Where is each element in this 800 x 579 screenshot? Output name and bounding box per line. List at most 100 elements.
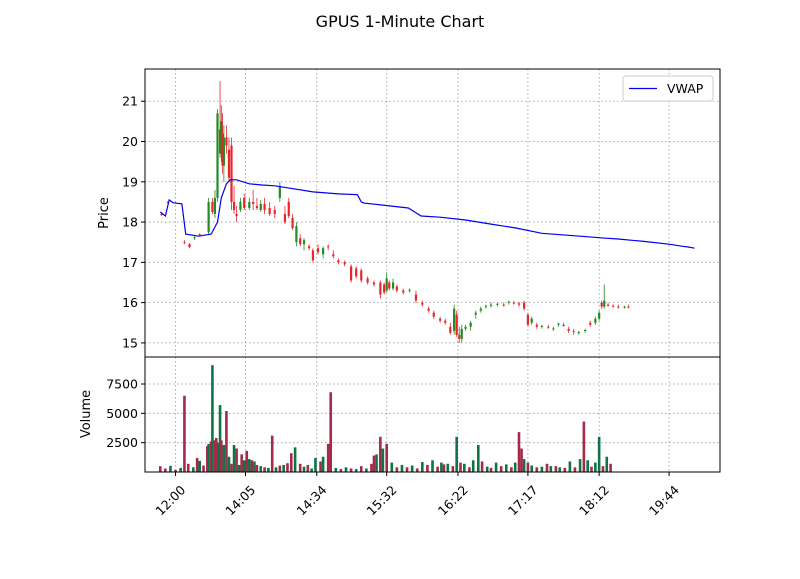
candle-body bbox=[295, 226, 298, 243]
volume-bar bbox=[436, 466, 439, 472]
candle-body bbox=[366, 278, 369, 283]
candle-body bbox=[160, 214, 163, 216]
volume-bar bbox=[421, 462, 424, 472]
x-tick-label: 14:05 bbox=[222, 482, 258, 518]
candle-body bbox=[216, 113, 219, 198]
volume-bar bbox=[274, 467, 278, 472]
candle-body bbox=[469, 322, 472, 327]
price-tick-label: 21 bbox=[122, 94, 138, 109]
candle-body bbox=[321, 248, 325, 255]
price-tick-label: 20 bbox=[122, 134, 138, 149]
volume-bar bbox=[232, 445, 236, 472]
candle-body bbox=[547, 326, 550, 328]
volume-bar bbox=[372, 455, 376, 472]
candle-body bbox=[427, 308, 430, 311]
candle-body bbox=[464, 326, 467, 329]
candle-body bbox=[273, 209, 276, 215]
volume-bar bbox=[334, 467, 338, 472]
volume-bar bbox=[174, 469, 177, 472]
candle-body bbox=[577, 332, 580, 334]
volume-bar bbox=[263, 467, 266, 472]
volume-bar bbox=[468, 467, 471, 472]
volume-bar bbox=[242, 460, 246, 472]
volume-bar bbox=[293, 447, 297, 472]
volume-bar bbox=[494, 462, 498, 472]
volume-bar bbox=[578, 459, 582, 472]
candle-body bbox=[535, 324, 538, 327]
candle-body bbox=[302, 240, 306, 245]
candle-body bbox=[193, 237, 196, 239]
volume-bar bbox=[202, 465, 205, 472]
volume-bar bbox=[326, 443, 330, 472]
candle-body bbox=[612, 305, 615, 307]
volume-bar bbox=[405, 467, 409, 472]
candle-body bbox=[213, 197, 217, 215]
volume-bar bbox=[573, 467, 577, 472]
volume-bar bbox=[319, 461, 322, 472]
volume-bar bbox=[253, 461, 256, 472]
volume-bar bbox=[381, 448, 385, 472]
candle-body bbox=[225, 137, 228, 146]
candle-body bbox=[589, 322, 592, 325]
volume-bar bbox=[476, 445, 480, 472]
volume-bar bbox=[310, 468, 313, 472]
volume-bar bbox=[349, 468, 353, 472]
candle-body bbox=[291, 218, 294, 229]
volume-bar bbox=[510, 467, 513, 472]
volume-bar bbox=[220, 440, 223, 472]
candle-body bbox=[220, 121, 223, 154]
candle-body bbox=[517, 303, 521, 305]
candle-body bbox=[458, 334, 461, 339]
volume-bar bbox=[530, 465, 534, 472]
volume-bar bbox=[245, 450, 249, 472]
candle-body bbox=[617, 306, 620, 308]
candle-body bbox=[557, 323, 560, 325]
price-tick-label: 19 bbox=[122, 174, 138, 189]
candle-body bbox=[207, 201, 210, 233]
candle-body bbox=[414, 294, 418, 301]
volume-bar bbox=[198, 460, 202, 472]
volume-bar bbox=[440, 462, 443, 472]
volume-bar bbox=[222, 445, 226, 472]
volume-bar bbox=[526, 462, 530, 472]
volume-bar bbox=[395, 467, 399, 472]
candle-body bbox=[584, 330, 587, 332]
volume-bar bbox=[535, 467, 539, 472]
volume-bar bbox=[549, 466, 553, 472]
price-tick-label: 16 bbox=[122, 295, 138, 310]
candle-body bbox=[385, 278, 388, 291]
candle-body bbox=[512, 302, 516, 304]
volume-bar bbox=[459, 462, 462, 472]
candle-body bbox=[337, 260, 340, 263]
candle-body bbox=[507, 301, 510, 303]
vwap-layer bbox=[159, 179, 695, 249]
volume-bar bbox=[354, 469, 358, 472]
volume-bar bbox=[289, 453, 293, 472]
volume-bar bbox=[302, 466, 306, 472]
volume-bar bbox=[455, 436, 458, 472]
volume-bar bbox=[415, 468, 419, 472]
volume-bar bbox=[183, 395, 186, 472]
candle-body bbox=[230, 145, 233, 202]
candles-layer bbox=[160, 81, 630, 343]
volume-bar bbox=[278, 465, 282, 472]
volume-bar bbox=[485, 466, 489, 472]
price-grid bbox=[145, 69, 720, 357]
candle-body bbox=[332, 254, 335, 257]
volume-grid bbox=[145, 357, 720, 472]
volume-bar bbox=[517, 432, 521, 472]
legend: VWAP bbox=[622, 75, 714, 102]
candle-body bbox=[552, 328, 555, 330]
volume-bar bbox=[554, 466, 558, 472]
candle-body bbox=[540, 325, 544, 327]
candle-body bbox=[379, 282, 382, 295]
volume-bar bbox=[207, 443, 210, 472]
volume-bar bbox=[545, 463, 549, 472]
candle-body bbox=[218, 129, 222, 154]
x-tick-label: 17:17 bbox=[505, 482, 541, 518]
candle-body bbox=[562, 324, 565, 326]
candle-body bbox=[383, 284, 386, 293]
candle-body bbox=[479, 308, 482, 311]
candle-body bbox=[235, 214, 238, 217]
volume-bar bbox=[385, 443, 389, 472]
